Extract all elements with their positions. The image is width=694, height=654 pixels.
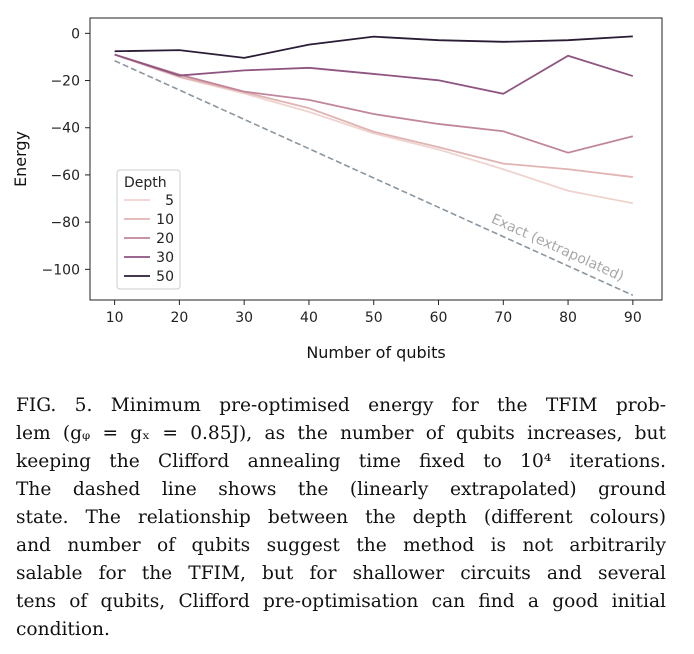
series-line-depth-30 (114, 53, 634, 95)
y-tick-label: −20 (50, 74, 80, 90)
y-tick-label: −40 (50, 121, 80, 137)
legend-label: 20 (156, 231, 174, 247)
exact-line-label: Exact (extrapolated) (489, 211, 626, 285)
figure-caption: FIG. 5. Minimum pre-optimised energy for… (16, 392, 666, 644)
legend-label: 30 (156, 250, 174, 266)
plot-frame (89, 17, 663, 301)
caption-line: lem (gᵩ = gₓ = 0.85J), as the number of … (16, 423, 666, 444)
y-tick-label: −100 (42, 262, 80, 278)
legend-label: 10 (156, 212, 174, 228)
x-tick-label: 40 (300, 310, 318, 326)
series-line-depth-5 (114, 53, 634, 205)
x-tick-label: 90 (624, 310, 642, 326)
caption-line: state. The relationship between the dept… (16, 507, 666, 528)
x-tick-label: 70 (494, 310, 512, 326)
legend-label: 50 (156, 269, 174, 285)
x-tick-label: 20 (170, 310, 188, 326)
series-line-depth-10 (114, 53, 633, 178)
series-line-depth-50 (114, 35, 633, 59)
caption-line: keeping the Clifford annealing time fixe… (16, 451, 666, 472)
series-line-depth-20 (114, 53, 634, 154)
caption-line: FIG. 5. Minimum pre-optimised energy for… (16, 395, 666, 416)
caption-line: and number of qubits suggest the method … (16, 535, 666, 556)
x-tick-label: 10 (106, 310, 124, 326)
legend: Depth 5 10 20 30 50 (116, 169, 181, 290)
y-tick-label: −80 (50, 215, 80, 231)
x-axis-label: Number of qubits (306, 343, 445, 362)
y-tick-label: −60 (50, 168, 80, 184)
legend-label: 5 (165, 193, 174, 209)
caption-line: tens of qubits, Clifford pre-optimisatio… (16, 591, 666, 612)
x-tick-label: 60 (430, 310, 448, 326)
caption-line: The dashed line shows the (linearly extr… (16, 479, 666, 500)
exact-extrapolated-line (114, 59, 634, 297)
x-tick-label: 80 (559, 310, 577, 326)
energy-chart: 10 20 30 40 50 60 70 80 90 0 −20 −40 −60 −80 −100 Exa… (11, 17, 663, 362)
caption-line: condition. (16, 619, 110, 640)
caption-line: salable for the TFIM, but for shallower … (16, 563, 666, 584)
y-axis-label: Energy (11, 131, 30, 187)
legend-title: Depth (124, 175, 167, 191)
x-tick-label: 50 (365, 310, 383, 326)
y-tick-label: 0 (71, 26, 80, 42)
x-tick-label: 30 (235, 310, 253, 326)
